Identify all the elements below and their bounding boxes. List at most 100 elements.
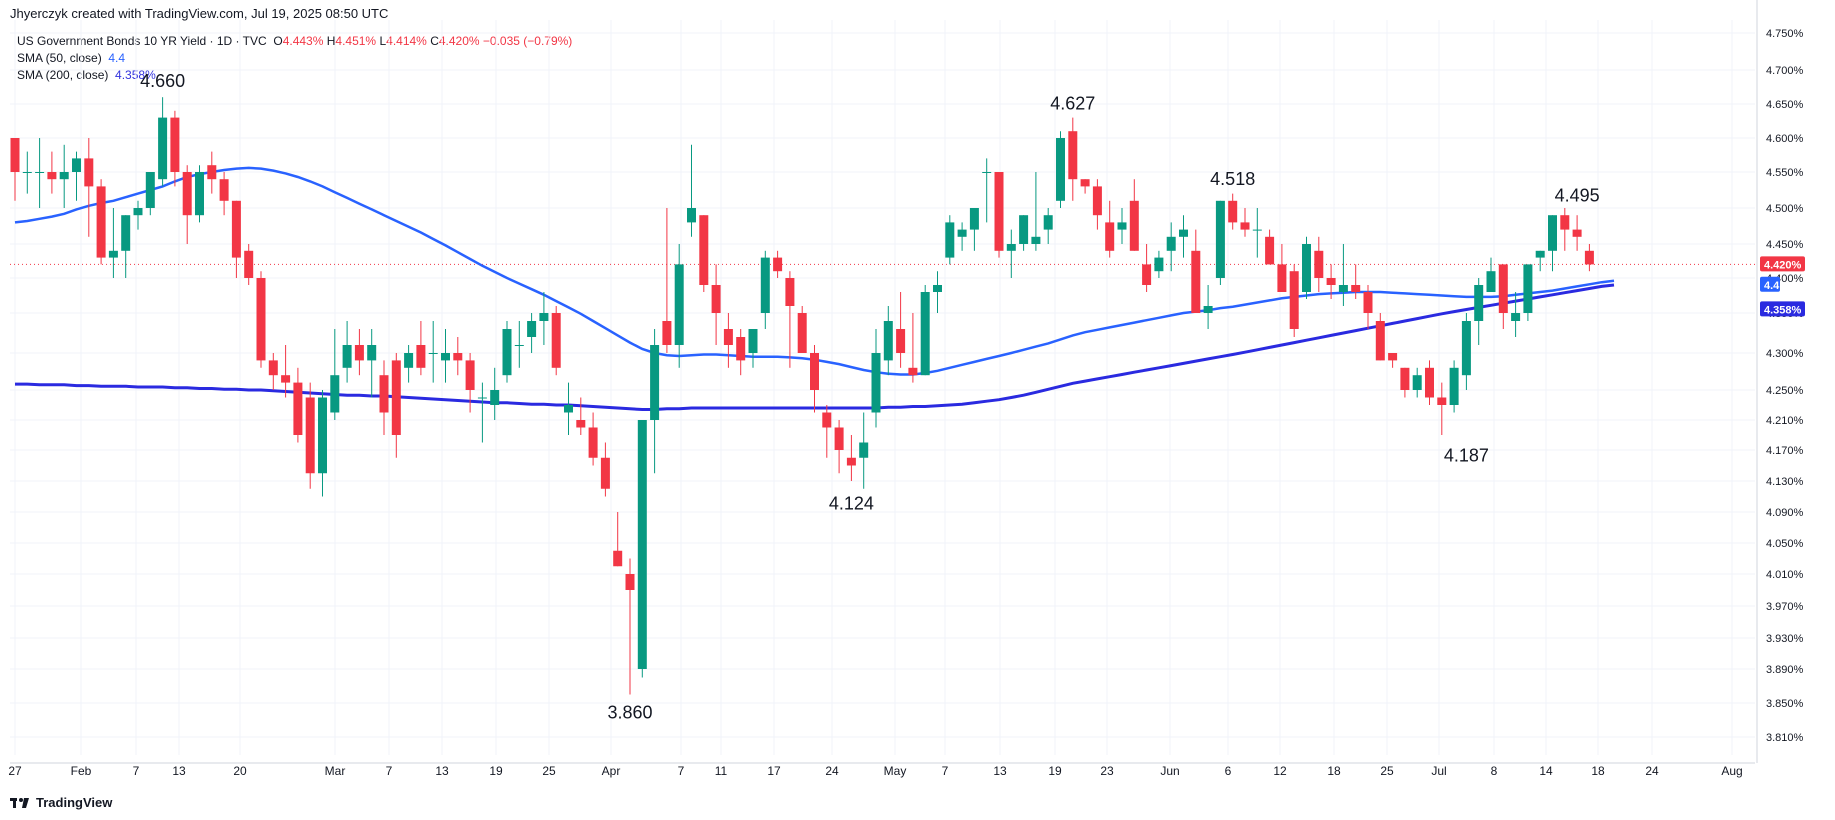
close-value: 4.420% — [438, 34, 480, 48]
tradingview-footer[interactable]: TradingView — [10, 795, 112, 810]
candle-body-up — [1523, 264, 1533, 313]
candle-body-up — [502, 329, 512, 376]
candle-body-down — [244, 250, 254, 278]
low-value: 4.414% — [386, 34, 427, 48]
candle-body-down — [182, 172, 192, 216]
candle-body-up — [1019, 215, 1029, 244]
candle-body-down — [1265, 236, 1275, 265]
candle-body-up — [748, 329, 758, 353]
y-tick-label: 4.170% — [1766, 445, 1804, 457]
price-chart[interactable]: 4.750% 4.700% 4.650% 4.600% 4.550% 4.500% 4.45… — [0, 0, 1835, 790]
candle-body-up — [1338, 285, 1348, 292]
x-tick-label: Mar — [325, 764, 346, 778]
legend-symbol-row[interactable]: US Government Bonds 10 YR Yield · 1D · T… — [17, 33, 572, 50]
x-tick-label: 12 — [1273, 764, 1287, 778]
price-annotation: 3.860 — [607, 703, 652, 723]
symbol-title: US Government Bonds 10 YR Yield · 1D · T… — [17, 34, 267, 48]
sma200-value: 4.358% — [115, 68, 156, 82]
x-tick-label: 23 — [1100, 764, 1114, 778]
x-tick-label: 18 — [1591, 764, 1605, 778]
candle-body-down — [1400, 367, 1410, 390]
high-label: H — [326, 34, 336, 48]
price-annotation: 4.187 — [1444, 445, 1489, 465]
candle-body-up — [441, 353, 450, 361]
candle-body-up — [1449, 367, 1459, 405]
candle-body-up — [404, 353, 414, 368]
candle-body-down — [785, 278, 795, 306]
candle-body-up — [527, 321, 537, 337]
candle-body-up — [637, 420, 647, 669]
candle-body-down — [662, 321, 672, 345]
candle-body-up — [982, 172, 992, 173]
candle-body-up — [318, 397, 327, 474]
price-annotation: 4.627 — [1050, 94, 1095, 114]
candle-body-down — [576, 420, 586, 428]
price-annotation: 4.495 — [1555, 186, 1600, 206]
candle-body-up — [1154, 257, 1164, 272]
candle-body-up — [539, 313, 549, 321]
candle-body-down — [1388, 353, 1398, 361]
candle-body-down — [293, 382, 303, 435]
candle-body-down — [1092, 186, 1102, 216]
candle-body-up — [158, 117, 168, 180]
y-tick-label: 4.450% — [1766, 239, 1804, 251]
candle-body-up — [342, 345, 352, 368]
open-label: O — [273, 34, 283, 48]
candle-body-down — [268, 360, 278, 376]
candle-body-up — [330, 375, 340, 413]
sma200-label: SMA (200, close) — [17, 68, 109, 82]
candle-body-down — [1498, 264, 1508, 313]
price-label-tag — [1760, 301, 1805, 317]
candle-body-down — [10, 138, 20, 172]
candle-body-down — [281, 375, 291, 383]
candle-body-down — [207, 165, 217, 180]
candle-body-up — [1412, 375, 1422, 390]
candle-body-down — [994, 172, 1004, 251]
candle-body-up — [883, 321, 893, 361]
x-tick-label: May — [884, 764, 907, 778]
candle-body-down — [1351, 285, 1361, 292]
candle-body-up — [1252, 229, 1262, 231]
candle-body-up — [35, 172, 45, 173]
legend-sma200-row[interactable]: SMA (200, close) 4.358% — [17, 67, 572, 84]
x-tick-label: 13 — [172, 764, 186, 778]
candle-body-down — [736, 337, 746, 361]
y-tick-label: 3.890% — [1766, 664, 1804, 676]
candle-body-down — [416, 345, 426, 368]
candle-body-up — [195, 172, 204, 216]
candle-body-up — [1117, 222, 1127, 230]
candle-body-up — [1043, 215, 1053, 230]
candle-body-up — [428, 353, 438, 354]
candle-body-down — [96, 186, 106, 258]
x-tick-label: 13 — [435, 764, 449, 778]
candle-body-up — [859, 442, 869, 458]
candle-body-up — [945, 222, 955, 258]
candle-body-down — [588, 427, 598, 458]
candle-body-up — [1302, 244, 1311, 292]
x-tick-label: 25 — [1380, 764, 1394, 778]
price-annotation: 4.518 — [1210, 169, 1255, 189]
candle-body-down — [379, 375, 389, 413]
candle-body-down — [1277, 264, 1287, 292]
candle-body-down — [305, 397, 315, 474]
candle-body-down — [846, 457, 856, 466]
candle-body-up — [1006, 244, 1016, 251]
candle-body-up — [145, 172, 155, 208]
candle-body-down — [810, 353, 819, 390]
candle-body-up — [687, 208, 696, 223]
y-tick-label: 4.090% — [1766, 507, 1804, 519]
x-tick-label: Feb — [71, 764, 92, 778]
candle-body-down — [711, 285, 721, 313]
price-label-text: 4.358% — [1764, 304, 1802, 316]
candle-body-up — [22, 172, 32, 173]
price-label-text: 4.4 — [1764, 280, 1780, 292]
x-tick-label: 24 — [1645, 764, 1659, 778]
candle-body-down — [723, 329, 733, 345]
sma50-value: 4.4 — [108, 51, 126, 65]
candle-body-up — [564, 405, 573, 413]
candle-body-down — [453, 353, 463, 361]
y-tick-label: 3.810% — [1766, 732, 1804, 744]
candle-body-up — [871, 353, 881, 413]
candle-body-up — [1461, 321, 1471, 376]
x-tick-label: 25 — [542, 764, 556, 778]
